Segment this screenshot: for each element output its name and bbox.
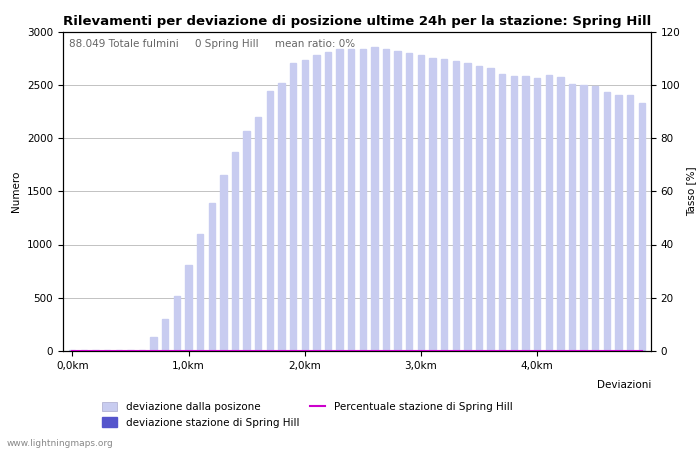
Bar	[290, 63, 296, 351]
Bar	[476, 66, 482, 351]
Text: Deviazioni: Deviazioni	[596, 380, 651, 390]
Bar	[627, 95, 634, 351]
Bar	[197, 234, 203, 351]
Bar	[545, 75, 552, 351]
Bar	[453, 61, 459, 351]
Bar	[569, 84, 575, 351]
Bar	[302, 60, 308, 351]
Title: Rilevamenti per deviazione di posizione ultime 24h per la stazione: Spring Hill: Rilevamenti per deviazione di posizione …	[63, 14, 651, 27]
Bar	[429, 58, 435, 351]
Legend: deviazione dalla posizone, deviazione stazione di Spring Hill, Percentuale stazi: deviazione dalla posizone, deviazione st…	[97, 398, 517, 432]
Y-axis label: Numero: Numero	[11, 171, 22, 212]
Bar	[580, 85, 587, 351]
Bar	[534, 78, 540, 351]
Bar	[279, 83, 285, 351]
Y-axis label: Tasso [%]: Tasso [%]	[686, 166, 696, 216]
Bar	[406, 53, 412, 351]
Bar	[592, 86, 598, 351]
Bar	[615, 95, 622, 351]
Bar	[638, 103, 645, 351]
Bar	[150, 337, 157, 351]
Bar	[487, 68, 494, 351]
Bar	[337, 49, 343, 351]
Bar	[441, 59, 447, 351]
Bar	[325, 52, 331, 351]
Bar	[220, 176, 227, 351]
Bar	[557, 77, 564, 351]
Bar	[603, 92, 610, 351]
Bar	[418, 55, 424, 351]
Bar	[360, 49, 366, 351]
Bar	[255, 117, 261, 351]
Bar	[174, 296, 180, 351]
Bar	[464, 63, 470, 351]
Bar	[186, 265, 192, 351]
Bar	[209, 203, 215, 351]
Text: www.lightningmaps.org: www.lightningmaps.org	[7, 439, 113, 448]
Bar	[348, 49, 354, 351]
Bar	[162, 319, 169, 351]
Bar	[267, 91, 273, 351]
Bar	[511, 76, 517, 351]
Bar	[522, 76, 528, 351]
Bar	[232, 152, 238, 351]
Text: 88.049 Totale fulmini     0 Spring Hill     mean ratio: 0%: 88.049 Totale fulmini 0 Spring Hill mean…	[69, 40, 355, 50]
Bar	[244, 130, 250, 351]
Bar	[371, 48, 377, 351]
Bar	[383, 49, 389, 351]
Bar	[313, 55, 319, 351]
Bar	[395, 51, 401, 351]
Bar	[499, 74, 505, 351]
